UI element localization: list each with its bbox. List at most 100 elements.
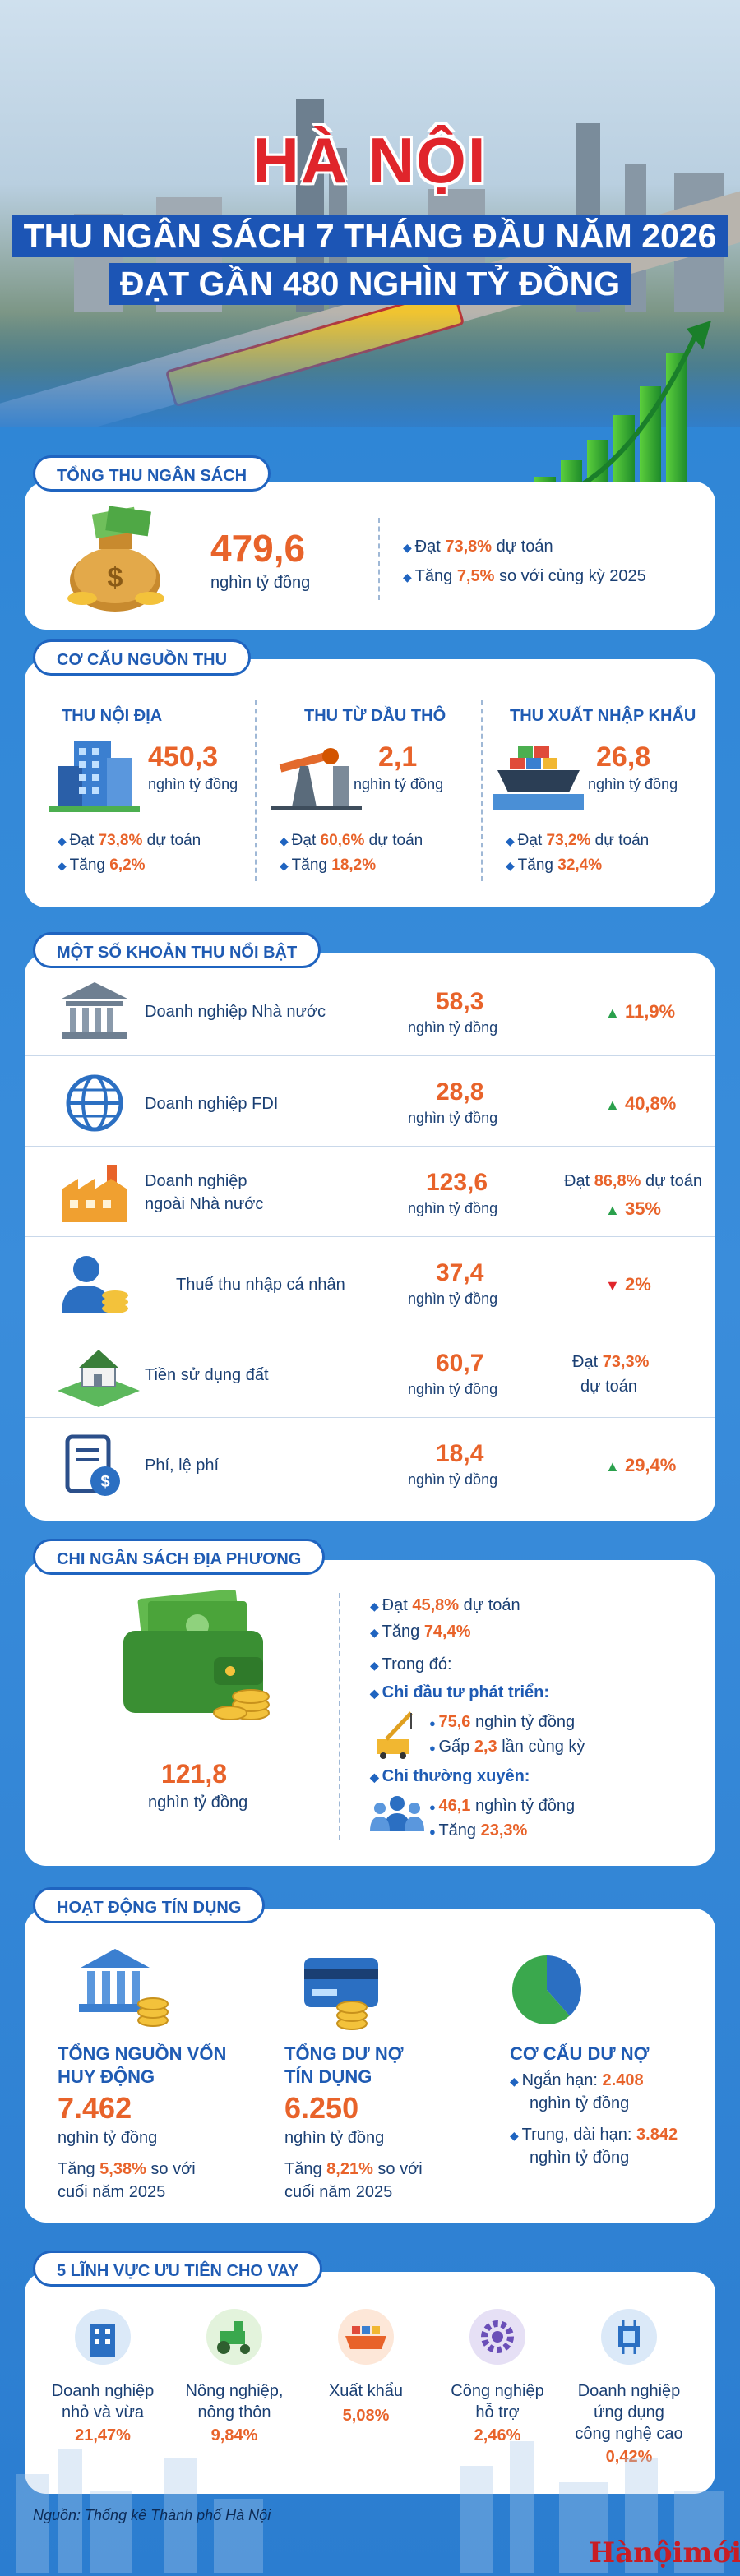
co-cau-unit-dau-tho: nghìn tỷ đồng [354,776,444,792]
subtitle-line-1: THU NGÂN SÁCH 7 THÁNG ĐẦU NĂM 2026 [0,215,740,257]
khoan-thu-name-2a: Doanh nghiệp [145,1172,247,1190]
tong-thu-dat: Đạt 73,8% dự toán [403,538,553,556]
subtitle-line-2: ĐẠT GẦN 480 NGHÌN TỶ ĐỒNG [0,263,740,305]
khoan-thu-dat-4b: dự toán [580,1378,637,1396]
du-no-unit: nghìn tỷ đồng [284,2129,385,2147]
huy-dong-tang: Tăng 5,38% so với [58,2160,196,2178]
linh-vuc-4-l2: ứng dụng [594,2403,664,2421]
du-no-tang-2: cuối năm 2025 [284,2183,393,2201]
section-label-tong-thu: TỔNG THU NGÂN SÁCH [33,455,271,492]
people-group-icon [370,1796,424,1831]
khoan-thu-name-2b: ngoài Nhà nước [145,1195,264,1213]
linh-vuc-2-l1: Xuất khẩu [328,2382,404,2400]
khoan-thu-name-1: Doanh nghiệp FDI [145,1095,279,1113]
co-cau-unit-xnk: nghìn tỷ đồng [588,776,678,792]
du-no-value: 6.250 [284,2091,359,2125]
oil-pump-icon [271,748,362,810]
chi-dtpt-gap: Gấp 2,3 lần cùng kỳ [429,1738,585,1757]
chip-icon [601,2309,657,2365]
khoan-thu-change-5: ▲ 29,4% [605,1455,677,1475]
arrow-up-icon: ▲ [605,1096,620,1113]
khoan-thu-change-3: ▼ 2% [605,1274,651,1295]
house-land-icon [58,1350,140,1407]
pie-slice-ngan-han [547,1955,581,2016]
divider [255,700,257,881]
khoan-thu-change-1: ▲ 40,8% [605,1093,677,1114]
chi-card: 121,8 nghìn tỷ đồng Đạt 45,8% dự toán Tă… [25,1560,715,1866]
linh-vuc-1-l1: Nông nghiệp, [185,2382,284,2400]
pie-chart [512,1955,581,2024]
du-no-title-1: TỔNG DƯ NỢ [284,2043,404,2064]
newspaper-logo: Hànộimới [589,2537,740,2569]
crane-icon [377,1711,413,1759]
co-cau-dat-noi-dia: Đạt 73,8% dự toán [58,832,201,850]
co-cau-unit-noi-dia: nghìn tỷ đồng [148,776,238,792]
skyline-decoration [16,2441,724,2573]
linh-vuc-card: Doanh nghiệp nhỏ và vừa 21,47% Nông nghi… [25,2272,715,2494]
source-note: Nguồn: Thống kê Thành phố Hà Nội [33,2507,271,2523]
linh-vuc-1-pct: 9,84% [210,2426,258,2444]
khoan-thu-change-2: ▲ 35% [605,1198,661,1219]
row-divider [25,1055,715,1056]
money-bag-icon: $ [67,506,164,612]
section-label-chi: CHI NGÂN SÁCH ĐỊA PHƯƠNG [33,1539,326,1575]
co-cau-value-dau-tho: 2,1 [378,741,418,773]
pie-slice-dai-han [512,1955,570,2024]
svg-text:$: $ [100,1473,109,1491]
khoan-thu-dat-4a: Đạt 73,3% [572,1353,650,1371]
co-cau-value-noi-dia: 450,3 [148,741,219,773]
row-divider [25,1417,715,1418]
du-no-title-2: TÍN DỤNG [284,2066,372,2087]
co-cau-dat-xnk: Đạt 73,2% dự toán [506,832,650,850]
credit-card-coins-icon [304,1958,378,2030]
khoan-thu-name-0: Doanh nghiệp Nhà nước [145,1003,326,1021]
arrow-down-icon: ▼ [605,1277,620,1294]
chi-dat: Đạt 45,8% dự toán [370,1596,520,1615]
co-cau-du-no-title: CƠ CẤU DƯ NỢ [510,2043,650,2064]
office-buildings-icon [49,741,140,812]
chi-dtpt-label: Chi đầu tư phát triển: [370,1683,549,1702]
khoan-thu-unit-4: nghìn tỷ đồng [408,1381,498,1397]
ngan-han: Ngắn hạn: 2.408 [510,2071,644,2090]
export-ship-icon [338,2309,394,2365]
linh-vuc-0-pct: 21,47% [75,2426,131,2444]
du-no-tang: Tăng 8,21% so với [284,2160,423,2178]
linh-vuc-4-l3: công nghệ cao [575,2425,683,2443]
bank-icon [62,982,127,1039]
ngan-han-unit: nghìn tỷ đồng [530,2094,630,2112]
khoan-thu-name-5: Phí, lệ phí [145,1457,220,1475]
arrow-up-icon: ▲ [605,1458,620,1475]
chi-unit: nghìn tỷ đồng [148,1794,248,1812]
section-label-linh-vuc: 5 LĨNH VỰC ƯU TIÊN CHO VAY [33,2251,323,2287]
khoan-thu-value-1: 28,8 [436,1078,484,1106]
khoan-thu-card: Doanh nghiệp Nhà nước 58,3 nghìn tỷ đồng… [25,953,715,1521]
divider [481,700,483,881]
page-title: HÀ NỘI [252,124,488,196]
tin-dung-card: TỔNG NGUỒN VỐN HUY ĐỘNG 7.462 nghìn tỷ đ… [25,1909,715,2223]
chi-tx-value: 46,1 nghìn tỷ đồng [429,1797,575,1816]
khoan-thu-value-3: 37,4 [436,1259,484,1286]
tong-thu-tang: Tăng 7,5% so với cùng kỳ 2025 [403,567,646,586]
co-cau-dat-dau-tho: Đạt 60,6% dự toán [280,832,423,850]
co-cau-tang-dau-tho: Tăng 18,2% [280,856,376,875]
dai-han-unit: nghìn tỷ đồng [530,2149,630,2167]
tong-thu-unit: nghìn tỷ đồng [210,574,311,592]
huy-dong-title-2: HUY ĐỘNG [58,2066,155,2087]
linh-vuc-4-pct: 0,42% [605,2448,653,2466]
khoan-thu-unit-3: nghìn tỷ đồng [408,1290,498,1307]
person-coins-icon [62,1256,128,1313]
khoan-thu-unit-0: nghìn tỷ đồng [408,1019,498,1036]
linh-vuc-3-l2: hỗ trợ [475,2403,520,2421]
co-cau-tang-xnk: Tăng 32,4% [506,856,602,875]
khoan-thu-unit-1: nghìn tỷ đồng [408,1110,498,1126]
chi-trong-do: Trong đó: [370,1655,452,1674]
cargo-ship-icon [493,746,584,810]
section-label-co-cau: CƠ CẤU NGUỒN THU [33,639,252,676]
bank-coins-icon [79,1949,169,2027]
row-divider [25,1236,715,1237]
huy-dong-value: 7.462 [58,2091,132,2125]
arrow-up-icon: ▲ [605,1202,620,1218]
co-cau-tang-noi-dia: Tăng 6,2% [58,856,146,875]
chi-tang: Tăng 74,4% [370,1623,471,1641]
co-cau-title-noi-dia: THU NỘI ĐỊA [62,707,163,725]
